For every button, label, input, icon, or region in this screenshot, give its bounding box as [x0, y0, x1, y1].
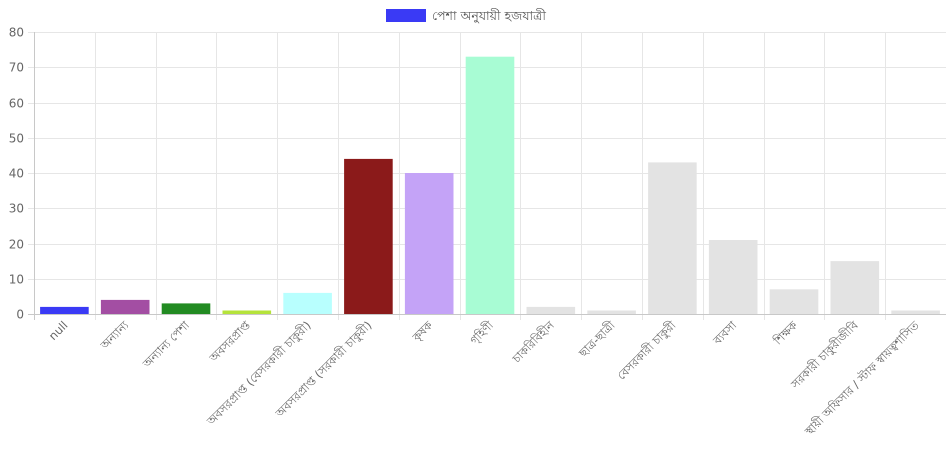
y-tick-label: 10	[9, 273, 24, 287]
bar[interactable]	[708, 240, 758, 314]
y-tick-label: 70	[9, 61, 24, 75]
x-tick-label: শিক্ষক	[770, 318, 801, 349]
x-tick-label: গৃহিণী	[467, 318, 497, 348]
bar[interactable]	[40, 306, 89, 314]
bar[interactable]	[891, 310, 940, 315]
x-tick-label: অন্যান্য পেশা	[139, 318, 192, 371]
x-tick-label: স্থায়ী অফিসার / স্টাফ স্বায়ত্বশাসিত	[801, 317, 923, 439]
bars	[40, 56, 940, 315]
x-tick-label: বেসরকারী চাকুরী	[614, 318, 679, 383]
bar[interactable]	[404, 173, 454, 314]
x-tick-label: অবসরপ্রাপ্ত (বেসরকারী চাকুরী)	[203, 318, 314, 429]
x-tick-label: ব্যবসা	[710, 318, 740, 348]
x-axis-ticks: null অন্যান্য অন্যান্য পেশা অবসরপ্রাপ্তঅবসর…	[46, 317, 923, 439]
bar[interactable]	[526, 306, 576, 314]
bar[interactable]	[283, 292, 332, 314]
y-tick-label: 50	[9, 132, 24, 146]
y-tick-label: 40	[9, 167, 24, 181]
y-tick-label: 60	[9, 97, 24, 111]
bar[interactable]	[161, 303, 211, 314]
bar[interactable]	[100, 299, 150, 314]
y-tick-label: 0	[16, 308, 24, 322]
bar[interactable]	[587, 310, 636, 315]
legend-swatch[interactable]	[386, 9, 426, 22]
x-tick-label: অন্যান্য	[97, 318, 132, 353]
x-tick-label: null	[46, 318, 71, 343]
bar[interactable]	[465, 56, 515, 314]
legend[interactable]: পেশা অনুযায়ী হজযাত্রী	[386, 8, 546, 24]
bar[interactable]	[769, 289, 819, 314]
bar[interactable]	[344, 158, 393, 314]
x-tick-label: ছাত্র-ছাত্রী	[575, 318, 618, 361]
x-tick-label: চাকরিবিহীন	[509, 317, 558, 366]
bar[interactable]	[222, 310, 272, 315]
axes	[28, 32, 946, 320]
bar[interactable]	[648, 162, 697, 314]
y-tick-label: 20	[9, 238, 24, 252]
y-axis-ticks: 0 10 20 30 40 50 60 70 80	[9, 26, 24, 322]
y-tick-label: 30	[9, 202, 24, 216]
x-tick-label: অবসরপ্রাপ্ত	[206, 317, 254, 365]
x-tick-label: কৃষক	[409, 318, 437, 346]
legend-label[interactable]: পেশা অনুযায়ী হজযাত্রী	[432, 8, 546, 24]
y-tick-label: 80	[9, 26, 24, 40]
bar[interactable]	[830, 261, 880, 314]
